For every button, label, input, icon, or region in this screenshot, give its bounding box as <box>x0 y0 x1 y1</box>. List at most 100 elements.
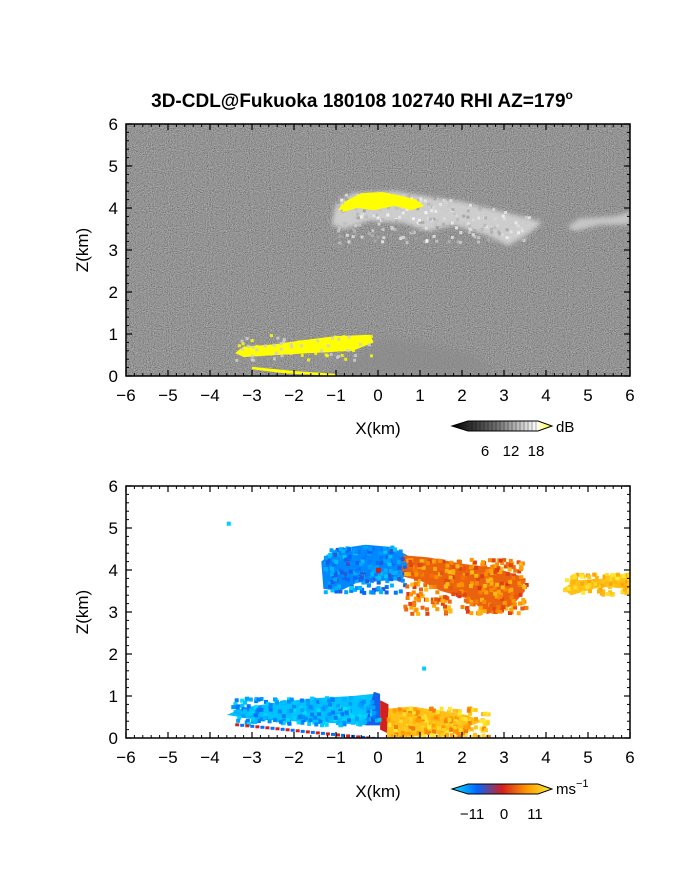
velocity-xtick-label: −4 <box>200 748 219 767</box>
velocity-pixel <box>588 589 592 593</box>
low-echo-speckle <box>273 344 276 347</box>
velocity-pixel <box>440 571 444 575</box>
velocity-pixel <box>470 570 474 574</box>
velocity-pixel <box>314 723 318 727</box>
velocity-pixel <box>574 585 578 589</box>
cloud-speckle <box>355 208 358 211</box>
velocity-pixel <box>503 601 507 605</box>
velocity-pixel <box>310 697 314 701</box>
velocity-pixel <box>376 561 380 565</box>
cloud-speckle <box>462 223 465 226</box>
velocity-pixel <box>377 586 381 590</box>
velocity-pixel <box>344 558 348 562</box>
cloud-speckle <box>378 223 381 226</box>
velocity-pixel <box>620 583 624 587</box>
velocity-pixel <box>289 709 293 713</box>
velocity-pixel <box>282 705 286 709</box>
velocity-pixel <box>519 593 523 597</box>
velocity-pixel <box>397 571 401 575</box>
velocity-isolated-pixel <box>227 522 231 526</box>
cloud-speckle <box>525 216 528 219</box>
velocity-colorbar-bar <box>452 784 552 794</box>
cloud-speckle <box>368 232 371 235</box>
cloud-speckle <box>354 216 357 219</box>
velocity-pixel <box>384 574 388 578</box>
cloud-speckle <box>429 218 432 221</box>
velocity-pixel <box>606 592 610 596</box>
velocity-pixel <box>364 546 368 550</box>
low-echo-speckle <box>340 343 343 346</box>
velocity-pixel <box>328 716 332 720</box>
velocity-pixel <box>414 608 418 612</box>
velocity-pixel <box>379 551 383 555</box>
velocity-pixel <box>469 584 473 588</box>
low-echo-speckle <box>334 336 337 339</box>
cloud-speckle <box>432 206 435 209</box>
velocity-pixel <box>333 578 337 582</box>
velocity-pixel <box>498 595 502 599</box>
velocity-ground-streak <box>271 727 275 730</box>
velocity-pixel <box>448 718 452 722</box>
velocity-pixel <box>334 716 338 720</box>
velocity-pixel <box>456 564 460 568</box>
low-echo-speckle <box>368 343 371 346</box>
velocity-pixel <box>496 605 500 609</box>
velocity-pixel <box>278 710 282 714</box>
cloud-speckle <box>492 208 495 211</box>
cloud-speckle <box>430 209 433 212</box>
cloud-speckle <box>381 240 384 243</box>
cloud-speckle <box>451 208 454 211</box>
cloud-speckle <box>425 211 428 214</box>
velocity-pixel <box>593 582 597 586</box>
velocity-pixel <box>317 712 321 716</box>
velocity-pixel <box>509 608 513 612</box>
velocity-pixel <box>254 713 258 717</box>
low-echo-speckle <box>361 341 364 344</box>
velocity-pixel <box>482 719 486 723</box>
velocity-pixel <box>521 580 525 584</box>
velocity-pixel <box>457 583 461 587</box>
cloud-speckle <box>477 217 480 220</box>
cloud-speckle <box>491 240 494 243</box>
velocity-pixel <box>429 585 433 589</box>
reflectivity-ytick-label: 0 <box>109 367 118 386</box>
velocity-pixel <box>483 723 487 727</box>
velocity-pixel <box>525 606 529 610</box>
velocity-pixel <box>514 594 518 598</box>
velocity-pixel <box>489 603 493 607</box>
velocity-isolated-pixel <box>376 568 381 573</box>
velocity-pixel <box>313 716 317 720</box>
velocity-pixel <box>513 603 517 607</box>
velocity-pixel <box>269 703 273 707</box>
velocity-ytick-label: 6 <box>109 477 118 496</box>
velocity-pixel <box>360 575 364 579</box>
low-echo-speckle <box>280 348 283 351</box>
velocity-pixel <box>406 596 410 600</box>
velocity-pixel <box>447 605 451 609</box>
velocity-ground-streak <box>276 727 280 730</box>
velocity-pixel <box>275 701 279 705</box>
cloud-speckle <box>431 203 434 206</box>
cloud-speckle <box>374 240 377 243</box>
cloud-speckle <box>394 228 397 231</box>
velocity-pixel <box>482 712 486 716</box>
velocity-pixel <box>434 575 438 579</box>
cloud-speckle <box>468 225 471 228</box>
cloud-speckle <box>357 216 360 219</box>
cloud-speckle <box>442 199 445 202</box>
velocity-pixel <box>585 585 589 589</box>
velocity-xtick-label: 0 <box>373 748 382 767</box>
cloud-speckle <box>487 239 490 242</box>
velocity-pixel <box>416 710 420 714</box>
velocity-pixel <box>479 606 483 610</box>
velocity-pixel <box>419 727 423 731</box>
cloud-speckle <box>437 209 440 212</box>
cloud-speckle <box>455 227 458 230</box>
velocity-xtick-label: 5 <box>583 748 592 767</box>
reflectivity-panel: −6 −5 −4 −3 −2 −1 0 1 2 3 4 5 60123456 X(km) Z(km) d… <box>73 115 635 460</box>
velocity-pixel <box>256 708 260 712</box>
velocity-pixel <box>458 712 462 716</box>
velocity-pixel <box>259 712 263 716</box>
velocity-pixel <box>247 704 251 708</box>
velocity-pixel <box>521 598 525 602</box>
